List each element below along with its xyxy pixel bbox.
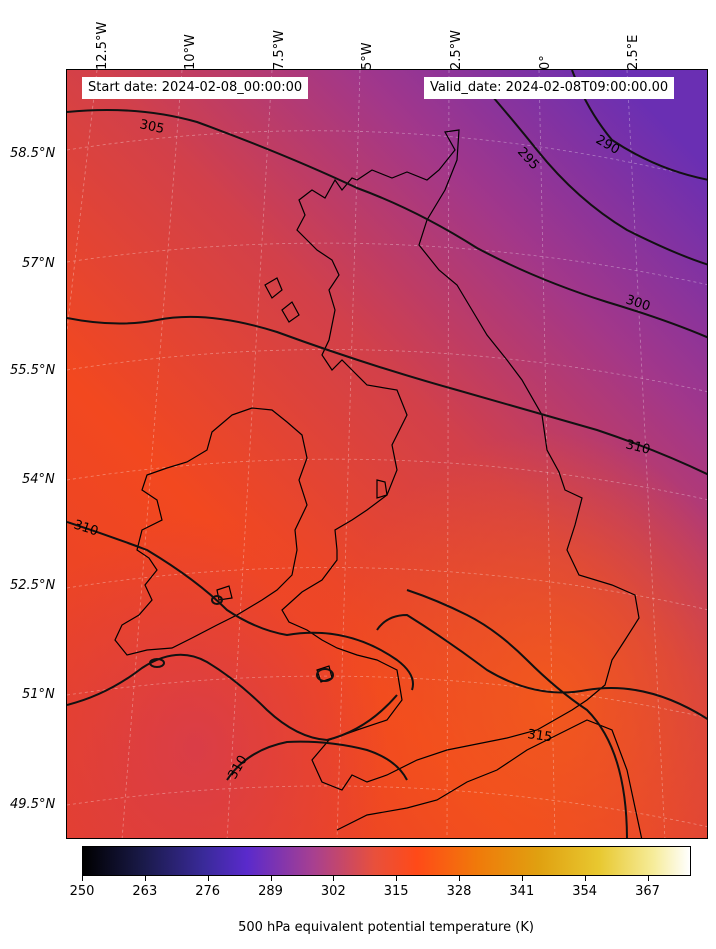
map-svg: 305 295 290 300 310 310 315 310	[67, 70, 707, 838]
cool-region	[67, 70, 707, 838]
contour-label-305: 305	[138, 117, 165, 137]
lon-label-10w: 10°W	[183, 34, 198, 70]
lon-label-2-5w: 2.5°W	[449, 29, 464, 70]
great-britain-coast	[281, 129, 640, 791]
colorbar-tick	[521, 876, 523, 881]
colorbar-tick-label: 250	[69, 884, 95, 899]
contour-295	[486, 89, 707, 266]
map-panel: 305 295 290 300 310 310 315 310	[66, 69, 708, 839]
lon-label-12-5w: 12.5°W	[95, 21, 110, 70]
colorbar-tick-label: 276	[195, 884, 221, 899]
ireland-coast	[114, 407, 308, 656]
contour-label-310-east: 310	[624, 437, 652, 458]
colorbar-tick	[270, 876, 272, 881]
lat-label-52-5n: 52.5°N	[10, 578, 56, 593]
colorbar-tick	[459, 876, 460, 881]
colorbar	[82, 846, 691, 876]
colorbar-tick	[396, 876, 398, 881]
contour-305	[67, 109, 707, 339]
colorbar-tick-label: 341	[509, 884, 535, 899]
contour-310-east	[376, 613, 707, 720]
france-coast	[336, 719, 643, 838]
start-date-label: Start date: 2024-02-08_00:00:00	[82, 77, 309, 99]
lat-label-49-5n: 49.5°N	[10, 797, 56, 812]
colorbar-tick	[647, 876, 649, 881]
lat-label-58-5n: 58.5°N	[10, 146, 56, 161]
contour-310-south	[67, 653, 398, 742]
lat-label-57n: 57°N	[22, 256, 55, 271]
colorbar-tick-label: 328	[446, 884, 472, 899]
colorbar-title: 500 hPa equivalent potential temperature…	[238, 920, 534, 935]
contour-315	[406, 589, 628, 838]
colorbar-tick-label: 354	[572, 884, 598, 899]
graticule	[67, 70, 707, 838]
lon-label-0: 0°	[538, 55, 553, 70]
colorbar-tick-label: 263	[132, 884, 158, 899]
contour-label-315: 315	[526, 727, 553, 745]
lat-label-54n: 54°N	[22, 472, 55, 487]
lat-label-51n: 51°N	[22, 687, 55, 702]
colorbar-tick	[333, 876, 335, 881]
lon-label-7-5w: 7.5°W	[272, 29, 287, 70]
contour-300	[67, 70, 707, 476]
lon-label-5w: 5°W	[360, 42, 375, 70]
colorbar-tick-label: 367	[635, 884, 660, 899]
colorbar-tick-label: 302	[320, 884, 346, 899]
colorbar-tick-label: 315	[383, 884, 409, 899]
colorbar-tick-label: 289	[258, 884, 283, 899]
valid-date-label: Valid_date: 2024-02-08T09:00:00.00	[424, 77, 675, 99]
colorbar-tick	[584, 876, 586, 881]
colorbar-tick	[82, 876, 83, 881]
contour-lines	[67, 70, 707, 838]
contour-label-300: 300	[624, 293, 652, 315]
colorbar-tick	[207, 876, 209, 881]
lon-label-2-5e: 2.5°E	[626, 34, 641, 70]
contour-label-310-west: 310	[72, 518, 100, 540]
contour-310-sw	[226, 740, 408, 781]
contour-310-west	[67, 521, 414, 691]
lat-label-55-5n: 55.5°N	[10, 363, 56, 378]
colorbar-tick	[144, 876, 146, 881]
